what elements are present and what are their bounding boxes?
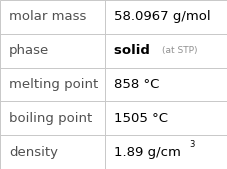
Text: melting point: melting point — [9, 78, 98, 91]
Text: 58.0967 g/mol: 58.0967 g/mol — [114, 10, 210, 23]
Text: 858 °C: 858 °C — [114, 78, 159, 91]
Text: 3: 3 — [188, 140, 194, 149]
Text: 1.89 g/cm: 1.89 g/cm — [114, 146, 180, 159]
Text: (at STP): (at STP) — [161, 46, 197, 55]
Text: phase: phase — [9, 44, 49, 57]
Text: molar mass: molar mass — [9, 10, 86, 23]
Text: density: density — [9, 146, 58, 159]
Text: boiling point: boiling point — [9, 112, 92, 125]
Text: 1505 °C: 1505 °C — [114, 112, 167, 125]
Text: solid: solid — [114, 44, 158, 57]
